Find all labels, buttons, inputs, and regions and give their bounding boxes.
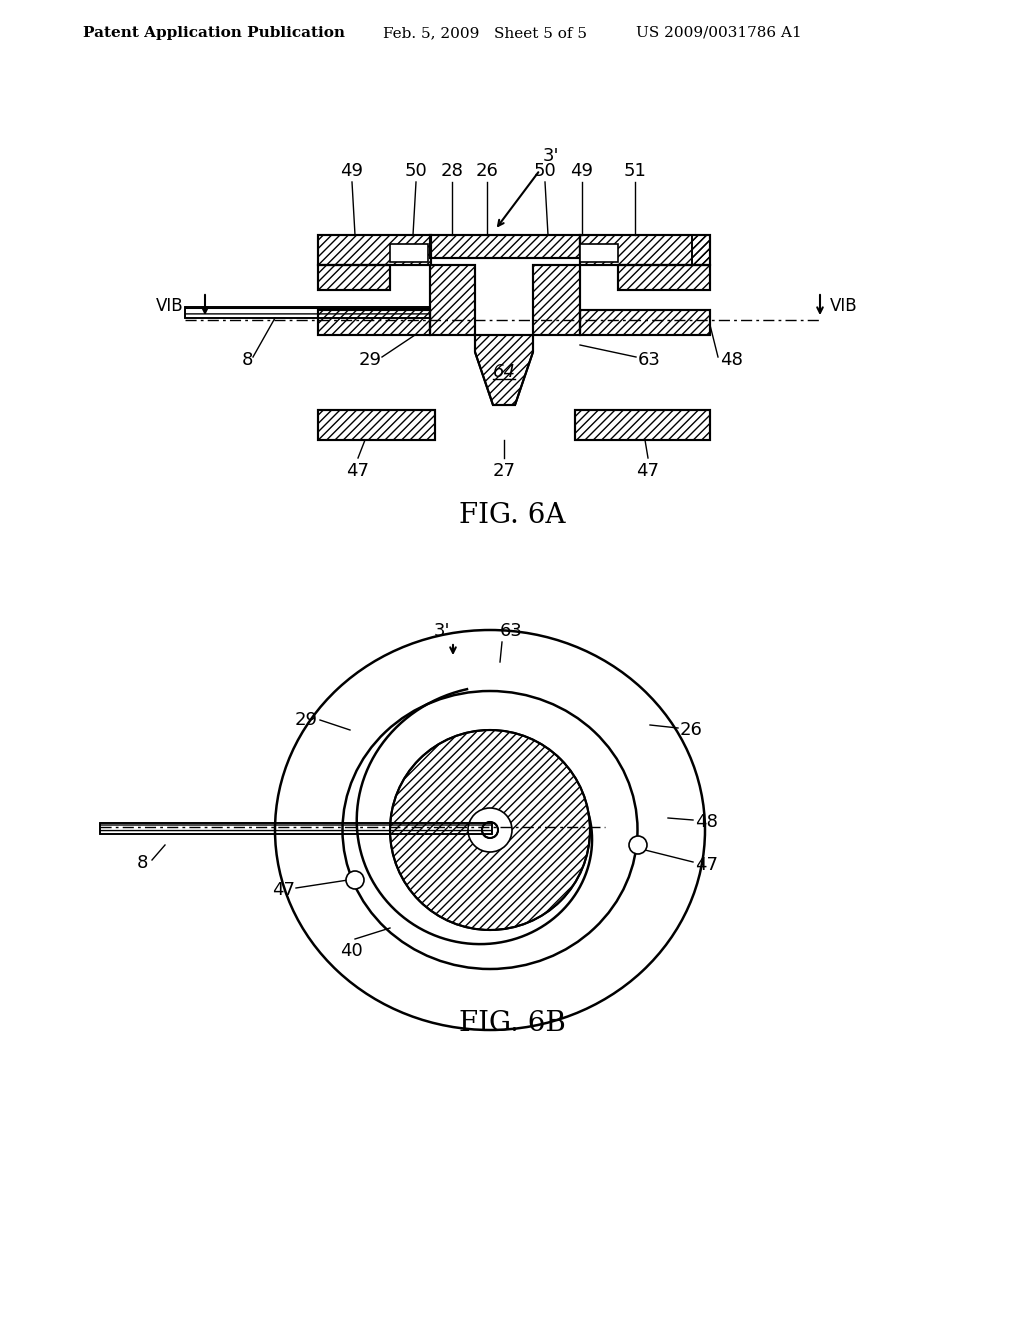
Text: VIB: VIB xyxy=(156,297,183,315)
Bar xyxy=(318,265,390,290)
Text: 63: 63 xyxy=(638,351,660,370)
Text: 29: 29 xyxy=(295,711,318,729)
Bar xyxy=(580,235,710,265)
Circle shape xyxy=(346,871,364,888)
Bar xyxy=(100,822,492,834)
Text: 47: 47 xyxy=(272,880,295,899)
Text: 50: 50 xyxy=(534,162,556,180)
Bar xyxy=(430,235,580,257)
Bar xyxy=(692,235,710,265)
Text: US 2009/0031786 A1: US 2009/0031786 A1 xyxy=(636,26,802,40)
Circle shape xyxy=(468,808,512,851)
Circle shape xyxy=(629,836,647,854)
Text: 47: 47 xyxy=(637,462,659,480)
Bar xyxy=(430,235,580,257)
Text: Patent Application Publication: Patent Application Publication xyxy=(83,26,345,40)
Text: 50: 50 xyxy=(404,162,427,180)
Text: 8: 8 xyxy=(242,351,253,370)
Bar xyxy=(318,411,435,440)
Bar xyxy=(185,308,430,318)
Text: 8: 8 xyxy=(136,854,148,873)
Text: 27: 27 xyxy=(493,462,515,480)
Text: 51: 51 xyxy=(624,162,646,180)
Text: 26: 26 xyxy=(475,162,499,180)
Text: FIG. 6B: FIG. 6B xyxy=(459,1010,565,1038)
Text: 49: 49 xyxy=(570,162,594,180)
Bar xyxy=(618,265,710,290)
Bar xyxy=(318,235,431,265)
Text: VIB: VIB xyxy=(830,297,858,315)
Bar xyxy=(390,244,428,261)
Bar xyxy=(692,235,710,265)
Bar xyxy=(580,244,618,261)
Bar xyxy=(534,265,580,335)
Bar xyxy=(575,411,710,440)
Text: 40: 40 xyxy=(340,942,362,960)
Bar xyxy=(318,310,430,335)
Bar xyxy=(318,235,431,265)
Bar xyxy=(430,265,475,335)
Bar xyxy=(318,310,430,335)
Text: 26: 26 xyxy=(680,721,702,739)
Text: 3': 3' xyxy=(433,622,450,640)
Bar xyxy=(580,310,710,335)
Text: 47: 47 xyxy=(695,855,718,874)
Text: 3': 3' xyxy=(543,147,559,165)
Bar xyxy=(318,265,390,290)
Text: 48: 48 xyxy=(695,813,718,832)
Bar xyxy=(580,310,710,335)
Text: 49: 49 xyxy=(341,162,364,180)
Text: 29: 29 xyxy=(358,351,382,370)
Text: Feb. 5, 2009   Sheet 5 of 5: Feb. 5, 2009 Sheet 5 of 5 xyxy=(383,26,587,40)
Bar xyxy=(575,411,710,440)
Bar xyxy=(100,822,492,834)
Text: 47: 47 xyxy=(346,462,370,480)
Text: 48: 48 xyxy=(720,351,742,370)
Bar xyxy=(534,265,580,335)
Text: 28: 28 xyxy=(440,162,464,180)
Bar xyxy=(318,411,435,440)
Text: 63: 63 xyxy=(500,622,523,640)
Text: FIG. 6A: FIG. 6A xyxy=(459,502,565,529)
Text: 64: 64 xyxy=(493,363,515,381)
Bar xyxy=(618,265,710,290)
Bar xyxy=(185,308,430,318)
Bar xyxy=(580,235,710,265)
Circle shape xyxy=(482,822,498,838)
Bar xyxy=(430,265,475,335)
